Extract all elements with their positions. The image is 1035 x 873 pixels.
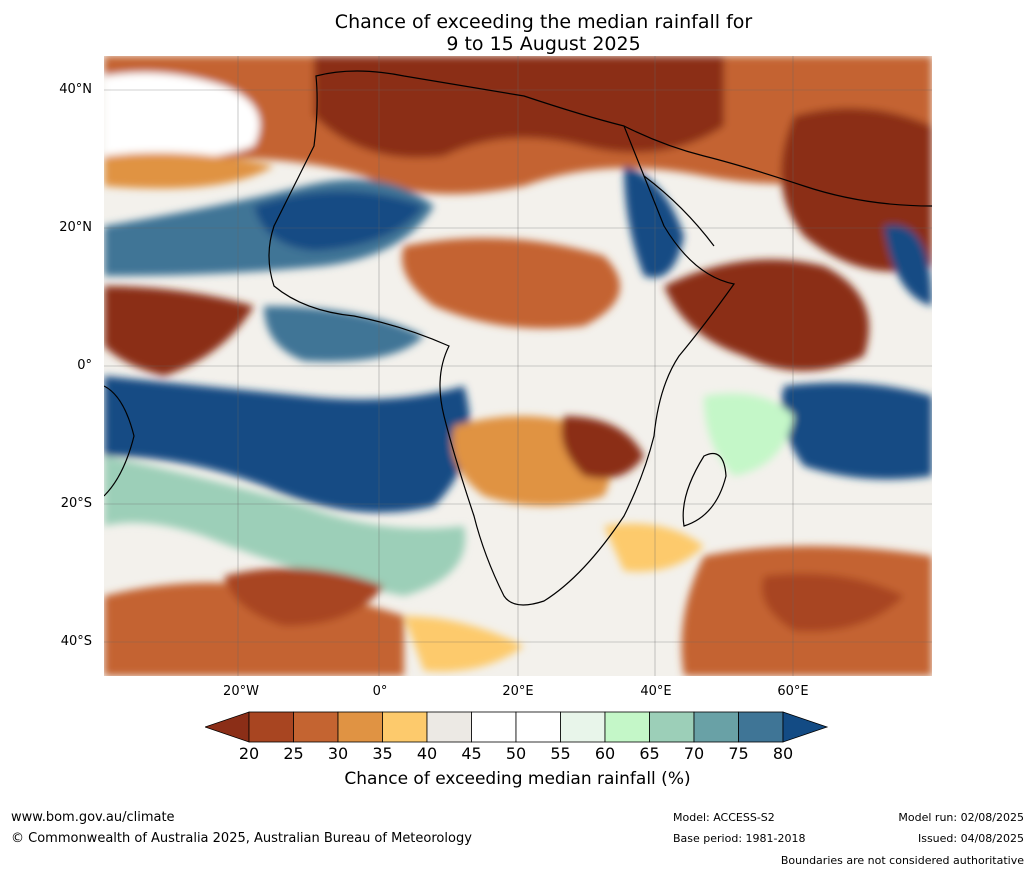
lon-label-20w: 20°W — [223, 684, 259, 699]
boundary-disclaimer: Boundaries are not considered authoritat… — [780, 854, 1024, 867]
colorbar-tick-label: 65 — [639, 744, 660, 763]
colorbar-tick-label: 60 — [594, 744, 616, 763]
colorbar-tick-label: 40 — [416, 744, 438, 763]
colorbar-bin — [471, 711, 517, 743]
lat-label-40n: 40°N — [59, 82, 92, 97]
colorbar-bin — [337, 711, 383, 743]
map-canvas — [104, 56, 932, 676]
colorbar-bin — [560, 711, 606, 743]
colorbar-tick-label: 80 — [772, 744, 794, 763]
lon-label-20e: 20°E — [502, 684, 534, 699]
rainfall-field — [104, 56, 932, 676]
lon-label-0: 0° — [372, 684, 388, 699]
colorbar-bin — [515, 711, 561, 743]
lat-label-0: 0° — [77, 358, 92, 373]
lat-label-40s: 40°S — [60, 634, 92, 649]
colorbar-tick-label: 70 — [683, 744, 705, 763]
issued-date: Issued: 04/08/2025 — [917, 832, 1024, 845]
coastlines — [104, 70, 932, 606]
colorbar-label: Chance of exceeding median rainfall (%) — [344, 769, 691, 789]
map-title-line-2: 9 to 15 August 2025 — [446, 33, 641, 55]
colorbar-bin — [382, 711, 428, 743]
colorbar-tick-label: 25 — [283, 744, 304, 763]
colorbar-tick-label: 20 — [238, 744, 260, 763]
model-run-date: Model run: 02/08/2025 — [898, 811, 1024, 824]
colorbar-tick-label: 45 — [461, 744, 482, 763]
colorbar-bin — [604, 711, 650, 743]
colorbar-tick-label: 30 — [327, 744, 349, 763]
lat-label-20n: 20°N — [59, 220, 92, 235]
colorbar-tick-label: 35 — [372, 744, 393, 763]
colorbar-arrow-high — [782, 711, 829, 743]
lon-label-60e: 60°E — [777, 684, 809, 699]
colorbar — [205, 711, 829, 743]
colorbar-tick-label: 50 — [505, 744, 527, 763]
colorbar-bin — [693, 711, 739, 743]
lon-label-40e: 40°E — [640, 684, 672, 699]
copyright-notice: © Commonwealth of Australia 2025, Austra… — [11, 831, 472, 846]
colorbar-tick-label: 75 — [728, 744, 749, 763]
colorbar-bin — [293, 711, 339, 743]
colorbar-bin — [738, 711, 784, 743]
website-link[interactable]: www.bom.gov.au/climate — [11, 810, 175, 825]
map-title-line-1: Chance of exceeding the median rainfall … — [334, 11, 753, 33]
model-name: Model: ACCESS-S2 — [673, 811, 775, 824]
graticule — [104, 56, 932, 676]
colorbar-bin — [248, 711, 294, 743]
rainfall-probability-map — [104, 56, 932, 676]
colorbar-bin — [426, 711, 472, 743]
colorbar-tick-label: 55 — [550, 744, 571, 763]
colorbar-bin — [649, 711, 695, 743]
colorbar-arrow-low — [205, 711, 250, 743]
base-period: Base period: 1981-2018 — [673, 832, 806, 845]
lat-label-20s: 20°S — [60, 496, 92, 511]
